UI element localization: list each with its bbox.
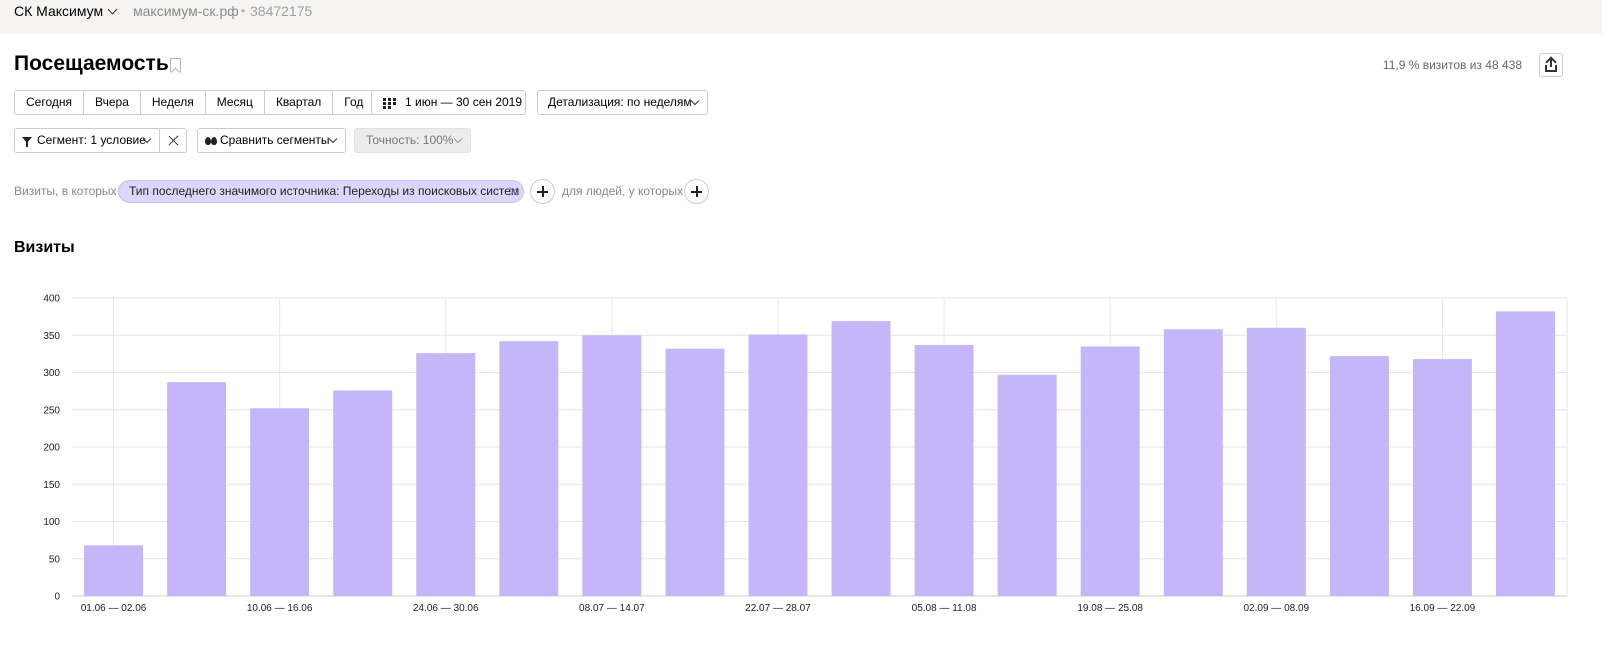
- bar-6[interactable]: [499, 341, 559, 596]
- export-button[interactable]: [1539, 53, 1563, 77]
- x-tick-label: 01.06 — 02.06: [81, 603, 147, 614]
- y-tick-label: 200: [43, 443, 60, 454]
- bar-7[interactable]: [582, 335, 642, 596]
- bar-15[interactable]: [1246, 327, 1306, 596]
- accuracy-dropdown[interactable]: Точность: 100%: [354, 128, 471, 153]
- period-year-button[interactable]: Год: [333, 91, 375, 114]
- period-week-button[interactable]: Неделя: [140, 91, 206, 114]
- x-tick-label: 10.06 — 16.06: [247, 603, 313, 614]
- segment-label: Сегмент: 1 условие: [37, 133, 146, 147]
- y-tick-label: 50: [49, 554, 61, 565]
- visits-bar-chart: 0 50 100 150 200 250 300 350 400 01.06 — 02.06 10.…: [43, 294, 1568, 614]
- filter-condition-chip[interactable]: Тип последнего значимого источника: Пере…: [118, 180, 524, 203]
- date-range-button[interactable]: 1 июн — 30 сен 2019: [371, 90, 526, 115]
- period-selector: Сегодня Вчера Неделя Месяц Квартал Год: [14, 90, 376, 115]
- chart-title: Визиты: [14, 239, 75, 256]
- export-icon: [1550, 58, 1552, 67]
- compare-segments-dropdown[interactable]: Сравнить сегменты: [197, 128, 346, 153]
- counter-id: 38472175: [250, 3, 313, 19]
- bar-17[interactable]: [1412, 359, 1472, 596]
- bar-12[interactable]: [997, 374, 1057, 596]
- detail-dropdown[interactable]: Детализация: по неделям: [537, 90, 708, 115]
- x-tick-label: 19.08 — 25.08: [1077, 603, 1143, 614]
- compare-label: Сравнить сегменты: [220, 133, 330, 147]
- bar-1[interactable]: [84, 545, 144, 596]
- period-today-button[interactable]: Сегодня: [15, 91, 84, 114]
- y-tick-label: 400: [43, 294, 60, 305]
- visits-filter-label: Визиты, в которых: [14, 184, 117, 198]
- chevron-down-icon: [328, 134, 338, 144]
- chevron-down-icon: [690, 96, 700, 106]
- bar-14[interactable]: [1163, 329, 1223, 596]
- detail-label: Детализация: по неделям: [548, 95, 692, 109]
- people-filter-label: для людей, у которых: [562, 184, 684, 198]
- bar-2[interactable]: [167, 382, 227, 596]
- site-domain[interactable]: максимум-ск.рф: [133, 3, 239, 19]
- bar-4[interactable]: [333, 390, 393, 596]
- top-bar: СК Максимум максимум-ск.рф • 38472175: [0, 0, 1602, 34]
- y-tick-label: 150: [43, 480, 60, 491]
- filter-icon: [22, 137, 32, 147]
- compare-icon: [204, 136, 218, 146]
- x-tick-label: 22.07 — 28.07: [745, 603, 811, 614]
- date-range-label: 1 июн — 30 сен 2019: [405, 95, 523, 109]
- segment-dropdown[interactable]: Сегмент: 1 условие: [14, 128, 160, 153]
- period-quarter-button[interactable]: Квартал: [264, 91, 334, 114]
- bar-3[interactable]: [250, 408, 310, 596]
- page-title: Посещаемость: [14, 52, 169, 75]
- add-people-condition-button[interactable]: [684, 179, 709, 204]
- x-tick-label: 05.08 — 11.08: [912, 603, 977, 614]
- y-tick-label: 350: [43, 331, 60, 342]
- bar-8[interactable]: [665, 348, 725, 596]
- x-tick-label: 24.06 — 30.06: [413, 603, 479, 614]
- separator-dot: •: [241, 4, 246, 18]
- counter-selector[interactable]: СК Максимум: [14, 3, 118, 19]
- y-tick-label: 0: [54, 592, 60, 603]
- bar-16[interactable]: [1329, 356, 1389, 596]
- chevron-down-icon: [453, 134, 463, 144]
- sample-info: 11,9 % визитов из 48 438: [1382, 58, 1522, 72]
- y-tick-label: 100: [43, 517, 60, 528]
- bar-13[interactable]: [1080, 346, 1140, 596]
- y-tick-label: 300: [43, 368, 60, 379]
- period-yesterday-button[interactable]: Вчера: [84, 91, 141, 114]
- bookmark-icon[interactable]: [170, 58, 181, 72]
- bar-11[interactable]: [914, 344, 974, 596]
- x-tick-label: 16.09 — 22.09: [1410, 603, 1476, 614]
- clear-segment-button[interactable]: [159, 128, 187, 153]
- filter-condition-label: Тип последнего значимого источника: Пере…: [129, 184, 520, 198]
- bar-10[interactable]: [831, 321, 891, 596]
- bar-9[interactable]: [748, 334, 808, 596]
- chevron-down-icon: [107, 4, 118, 14]
- calendar-icon: [383, 98, 396, 109]
- x-tick-label: 02.09 — 08.09: [1244, 603, 1310, 614]
- x-tick-label: 08.07 — 14.07: [579, 603, 645, 614]
- bar-5[interactable]: [416, 353, 476, 596]
- y-tick-label: 250: [43, 405, 60, 416]
- add-visit-condition-button[interactable]: [530, 179, 555, 204]
- accuracy-label: Точность: 100%: [366, 133, 454, 147]
- period-month-button[interactable]: Месяц: [205, 91, 265, 114]
- bar-18[interactable]: [1495, 311, 1555, 596]
- counter-name: СК Максимум: [14, 3, 104, 19]
